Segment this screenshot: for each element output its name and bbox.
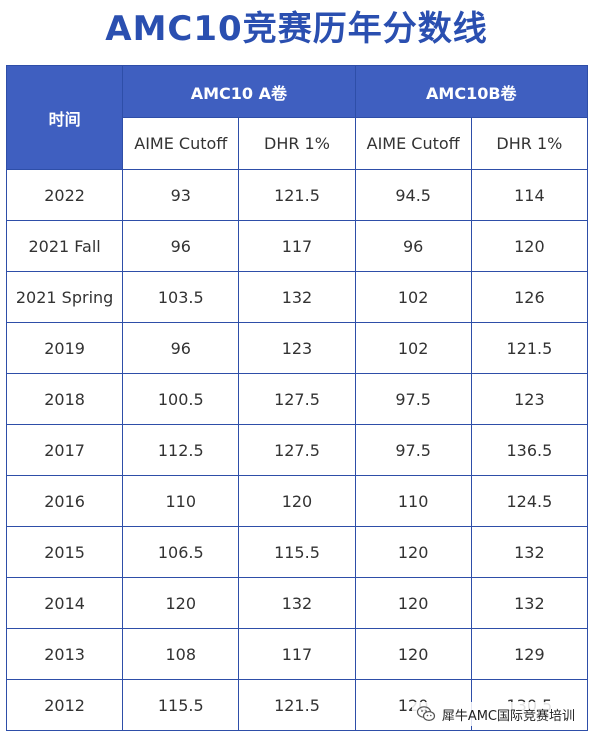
cell-a-aime: 106.5 [122,526,240,578]
cell-b-dhr: 120 [470,220,589,272]
cell-b-aime: 102 [354,322,472,374]
group-header-a: AMC10 A卷 [122,65,356,118]
cell-a-dhr: 127.5 [238,424,356,476]
header-row-sub: AIME Cutoff DHR 1% AIME Cutoff DHR 1% [7,117,589,170]
cutoff-table: 时间 AMC10 A卷 AMC10B卷 AIME Cutoff DHR 1% A… [5,65,589,731]
cell-b-aime: 102 [354,271,472,323]
cell-time: 2014 [5,577,124,629]
cell-time: 2017 [5,424,124,476]
table-row: 2019 96 123 102 121.5 [5,322,589,374]
watermark-text: 犀牛AMC国际竞赛培训 [441,708,575,724]
cell-b-dhr: 129 [470,628,589,680]
cell-a-aime: 108 [122,628,240,680]
cell-a-dhr: 117 [238,628,356,680]
cell-b-aime: 97.5 [354,424,472,476]
cell-time: 2021 Fall [5,220,124,272]
header-row-groups: 时间 AMC10 A卷 AMC10B卷 [5,65,589,170]
cell-a-dhr: 117 [238,220,356,272]
table-row: 2015 106.5 115.5 120 132 [5,526,589,578]
group-header-b: AMC10B卷 [354,65,589,118]
cell-a-aime: 93 [122,169,240,221]
cell-time: 2012 [5,679,124,731]
cell-a-aime: 115.5 [122,679,240,731]
page-title: AMC10竞赛历年分数线 [105,9,488,49]
cell-b-dhr: 132 [470,577,589,629]
cell-b-dhr: 123 [470,373,589,425]
cell-b-aime: 97.5 [354,373,472,425]
cell-b-aime: 110 [354,475,472,527]
table-row: 2013 108 117 120 129 [5,628,589,680]
wechat-icon [416,706,435,722]
table-row: 2017 112.5 127.5 97.5 136.5 [5,424,589,476]
cell-b-dhr: 114 [470,169,589,221]
cell-b-dhr: 136.5 [470,424,589,476]
cell-b-aime: 120 [354,577,472,629]
cell-time: 2021 Spring [5,271,124,323]
subheader-b-dhr: DHR 1% [470,117,589,170]
table-row: 2021 Fall 96 117 96 120 [5,220,589,272]
table-row: 2014 120 132 120 132 [5,577,589,629]
cell-a-dhr: 120 [238,475,356,527]
cell-b-aime: 120 [354,526,472,578]
table-row: 2022 93 121.5 94.5 114 [5,169,589,221]
cell-a-aime: 110 [122,475,240,527]
table-row: 2018 100.5 127.5 97.5 123 [5,373,589,425]
cell-a-dhr: 127.5 [238,373,356,425]
watermark: 犀牛AMC国际竞赛培训 [411,702,579,726]
cell-b-dhr: 121.5 [470,322,589,374]
cell-a-aime: 120 [122,577,240,629]
cell-a-aime: 103.5 [122,271,240,323]
table-row: 2021 Spring 103.5 132 102 126 [5,271,589,323]
cell-b-aime: 120 [354,628,472,680]
cell-time: 2022 [5,169,124,221]
table-row: 2016 110 120 110 124.5 [5,475,589,527]
cell-a-dhr: 115.5 [238,526,356,578]
cell-a-aime: 100.5 [122,373,240,425]
cell-a-dhr: 123 [238,322,356,374]
cell-b-dhr: 132 [470,526,589,578]
cell-time: 2018 [5,373,124,425]
cell-a-aime: 96 [122,220,240,272]
cell-time: 2016 [5,475,124,527]
subheader-a-aime: AIME Cutoff [122,117,240,170]
cell-a-dhr: 132 [238,577,356,629]
cell-b-dhr: 124.5 [470,475,589,527]
subheader-b-aime: AIME Cutoff [354,117,472,170]
cell-time: 2019 [5,322,124,374]
cell-time: 2015 [5,526,124,578]
cell-a-aime: 112.5 [122,424,240,476]
cell-a-dhr: 121.5 [238,169,356,221]
cell-b-aime: 94.5 [354,169,472,221]
cell-time: 2013 [5,628,124,680]
cell-a-dhr: 132 [238,271,356,323]
cell-b-aime: 96 [354,220,472,272]
subheader-a-dhr: DHR 1% [238,117,356,170]
cell-a-dhr: 121.5 [238,679,356,731]
time-header: 时间 [5,65,124,170]
cell-a-aime: 96 [122,322,240,374]
cell-b-dhr: 126 [470,271,589,323]
